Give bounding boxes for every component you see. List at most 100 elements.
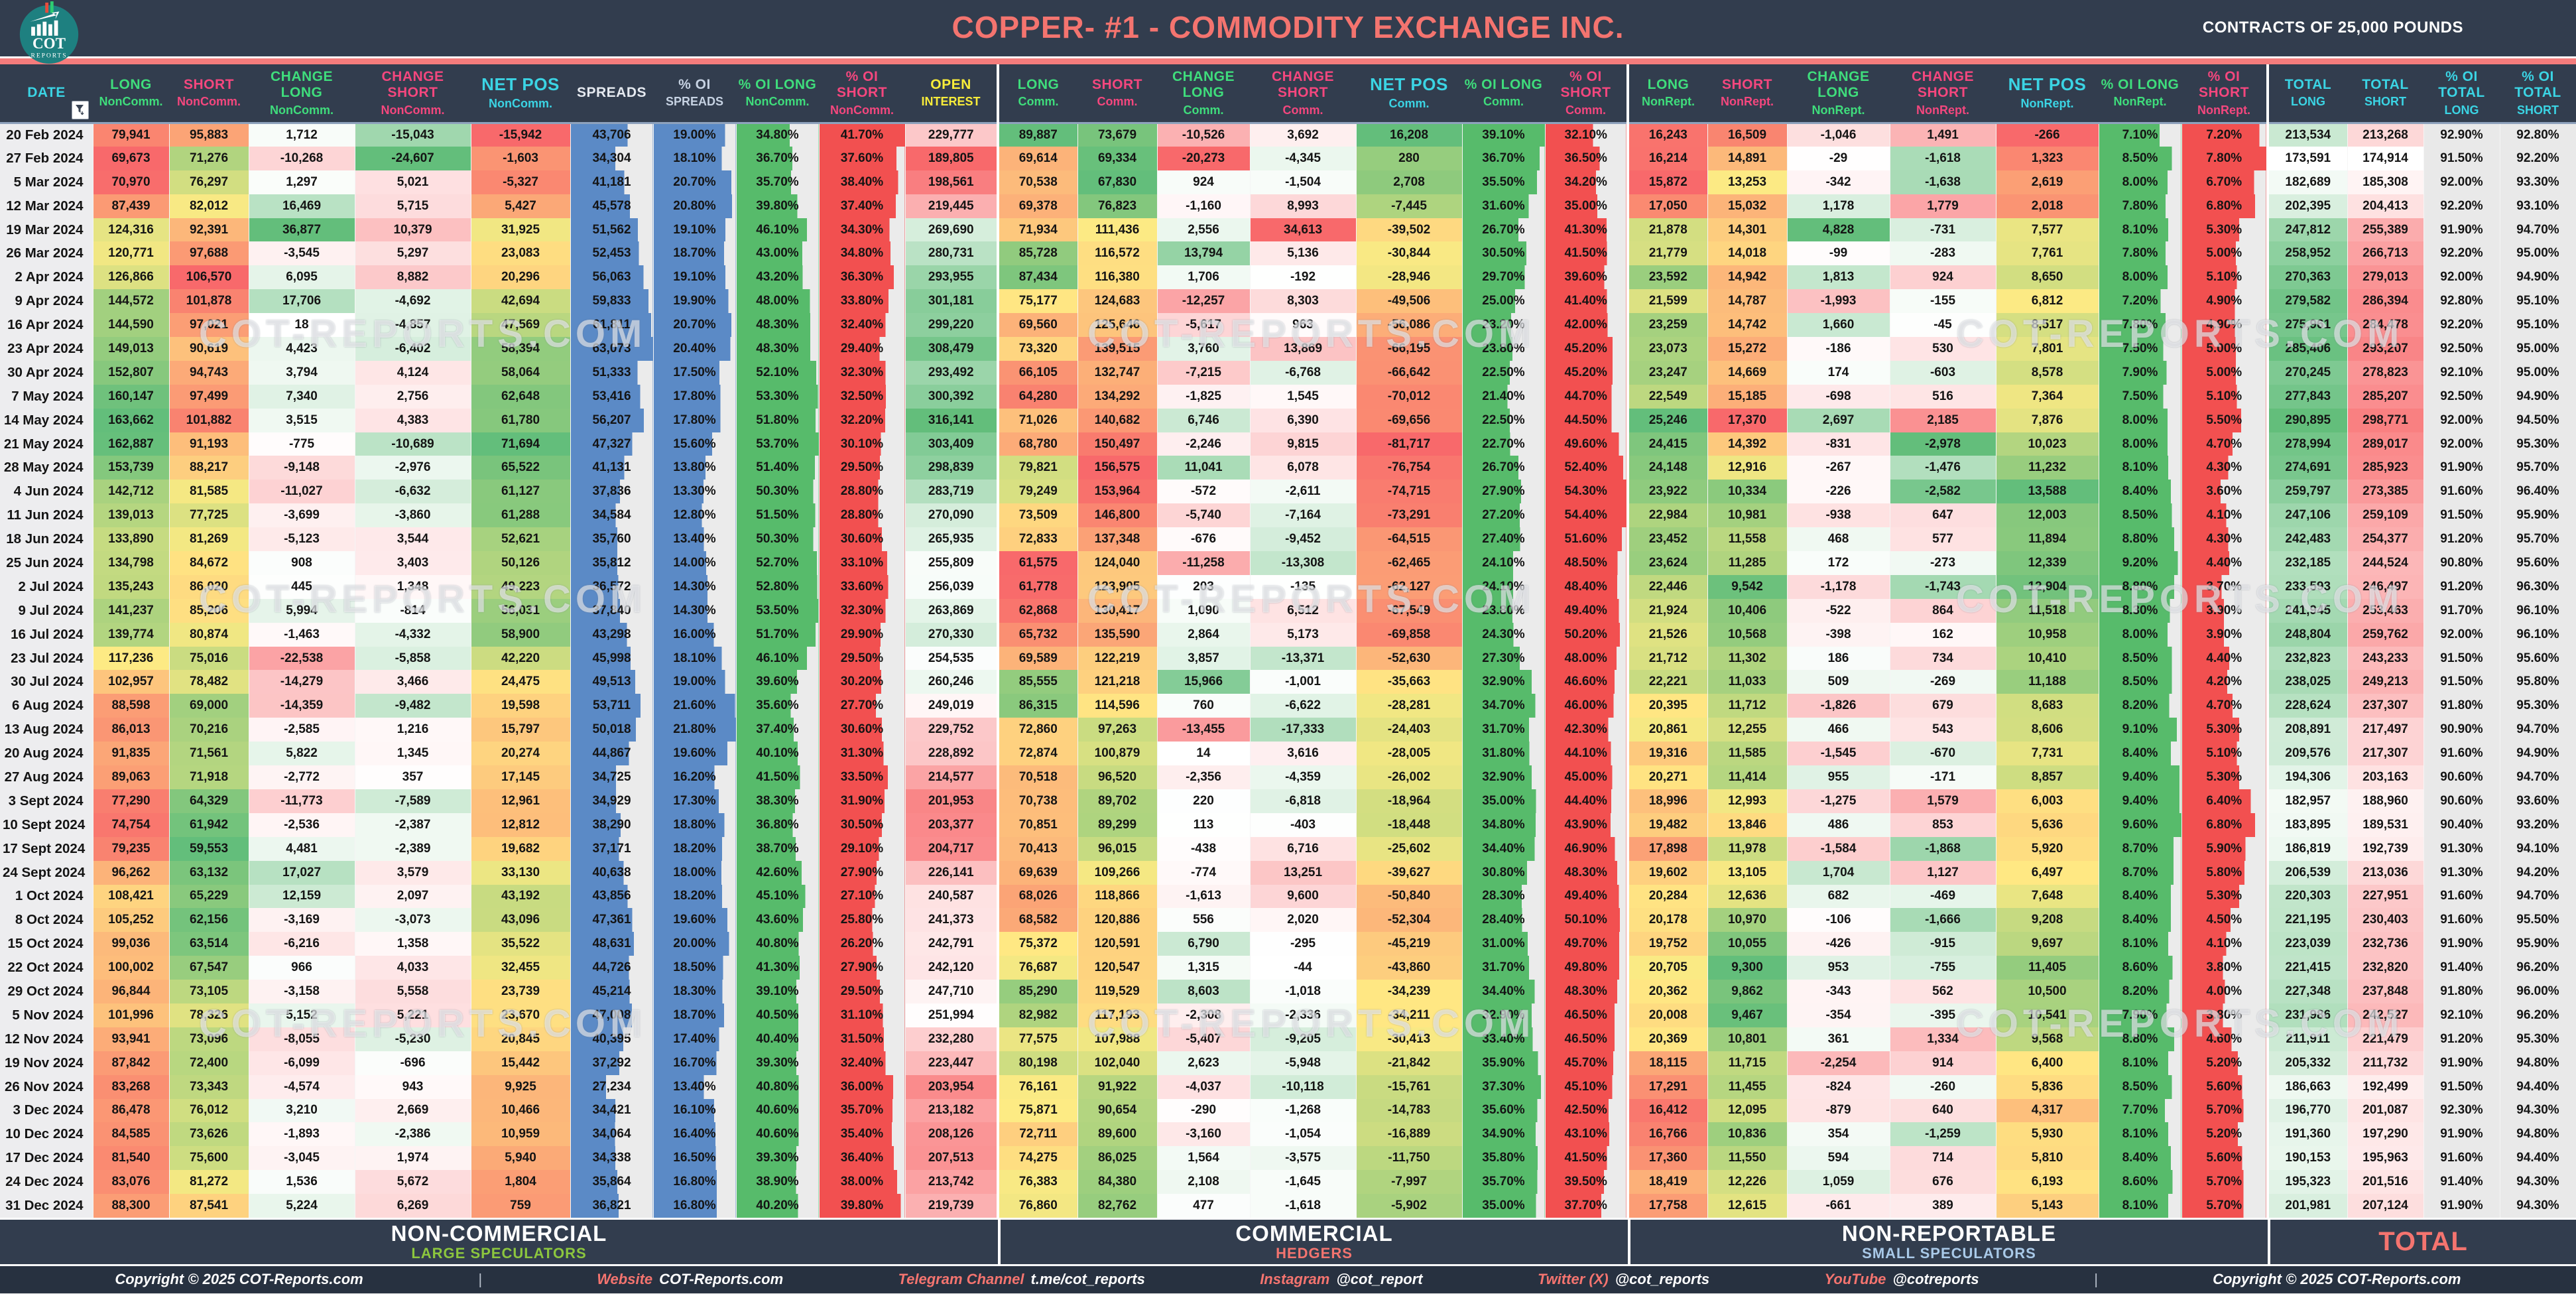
cell-oi_short_c: 49.40% <box>1545 884 1628 909</box>
cell-open_interest: 280,731 <box>905 241 999 266</box>
cell-nr_net: 7,577 <box>1996 218 2099 242</box>
cell-oi_short_nr: 4.50% <box>2181 908 2268 933</box>
cell-open_interest: 254,535 <box>905 646 999 671</box>
cell-nr_chg_long: -398 <box>1787 622 1890 647</box>
cell-nr_short: 10,801 <box>1707 1027 1788 1051</box>
cell-oi_short_nr: 4.30% <box>2181 456 2268 480</box>
cell-c_long: 70,538 <box>997 170 1078 194</box>
cell-nc_long: 117,236 <box>93 646 170 671</box>
cell-oi_total_long: 91.80% <box>2423 694 2500 718</box>
table-row: 10 Sept 2024 74,754 61,942 -2,536 -2,387 12,8… <box>0 812 2576 837</box>
cell-spreads: 48,631 <box>570 932 654 956</box>
cell-oi_long_nc: 40.40% <box>736 1027 820 1051</box>
cell-oi_long_nc: 40.60% <box>736 1098 820 1123</box>
cell-oi_short_nr: 4.90% <box>2181 289 2268 314</box>
cell-nr_long: 23,452 <box>1626 527 1708 552</box>
cell-c_chg_short: 5,136 <box>1250 241 1357 266</box>
cell-nr_long: 22,221 <box>1626 670 1708 694</box>
col-header-label: TOTAL <box>2362 77 2409 93</box>
cell-spreads: 45,998 <box>570 646 654 671</box>
cell-c_chg_short: 5,173 <box>1250 622 1357 647</box>
cell-oi_short_nc: 25.80% <box>819 908 906 933</box>
cell-total_long: 206,539 <box>2266 860 2348 885</box>
cell-total_short: 230,403 <box>2347 908 2424 933</box>
cell-nc_short: 82,012 <box>169 194 249 218</box>
cell-nr_chg_short: -1,743 <box>1890 574 1996 599</box>
cell-c_net: -25,602 <box>1356 836 1463 861</box>
cell-c_short: 91,922 <box>1077 1074 1158 1099</box>
cell-oi_long_c: 28.40% <box>1462 908 1546 933</box>
cell-nr_long: 16,214 <box>1626 146 1708 170</box>
cell-oi_long_nr: 8.20% <box>2099 980 2182 1003</box>
copyright-item-text: Copyright © 2025 COT-Reports.com <box>2213 1271 2461 1288</box>
copyright-item-label: YouTube <box>1824 1271 1886 1288</box>
cell-date: 10 Dec 2024 <box>0 1122 93 1147</box>
filter-icon[interactable] <box>72 100 89 119</box>
cell-c_net: -62,127 <box>1356 574 1463 599</box>
col-header-label: NonComm. <box>270 103 334 117</box>
cell-oi_short_c: 54.40% <box>1545 503 1628 528</box>
cell-total_short: 195,963 <box>2347 1146 2424 1171</box>
cell-oi_short_nc: 29.50% <box>819 456 906 480</box>
cell-nc_short: 101,882 <box>169 408 249 432</box>
cell-nc_long: 87,842 <box>93 1051 170 1075</box>
cell-oi_short_nc: 28.80% <box>819 503 906 528</box>
cell-nr_short: 14,742 <box>1707 313 1788 338</box>
cell-nc_chg_long: -14,279 <box>249 670 355 694</box>
cell-c_short: 156,575 <box>1077 456 1158 480</box>
cell-oi_total_short: 96.20% <box>2500 956 2576 980</box>
cell-c_chg_long: 15,966 <box>1157 670 1251 694</box>
copyright-item: Website COT-Reports.com <box>597 1271 783 1288</box>
cell-oi_total_long: 92.20% <box>2423 241 2500 266</box>
cell-oi_long_c: 32.90% <box>1462 670 1546 694</box>
cell-oi_short_nc: 33.50% <box>819 765 906 789</box>
cell-nc_chg_long: -3,699 <box>249 503 355 528</box>
cell-oi_total_long: 92.10% <box>2423 360 2500 385</box>
col-header-oi_short_c: % OI SHORT Comm. <box>1545 64 1628 124</box>
cell-oi_short_c: 41.50% <box>1545 1146 1628 1171</box>
cell-nc_short: 69,000 <box>169 694 249 718</box>
cell-oi_short_c: 45.00% <box>1545 765 1628 789</box>
cot-reports-logo: COT REPORTS <box>19 1 79 64</box>
cell-oi_spreads: 15.60% <box>653 432 737 456</box>
cell-oi_short_nc: 29.10% <box>819 836 906 861</box>
cell-oi_short_nc: 33.60% <box>819 574 906 599</box>
col-header-total_long: TOTAL LONG <box>2266 64 2347 124</box>
cell-oi_long_c: 27.30% <box>1462 646 1546 671</box>
col-header-label: CHANGE LONG <box>270 69 333 101</box>
cell-nr_net: 8,857 <box>1996 765 2099 789</box>
cell-nc_short: 72,400 <box>169 1051 249 1075</box>
cell-oi_total_short: 95.10% <box>2500 289 2576 314</box>
cell-nc_chg_long: -6,216 <box>249 932 355 956</box>
cell-nc_chg_long: -14,359 <box>249 694 355 718</box>
cell-oi_total_long: 91.60% <box>2423 1146 2500 1171</box>
cell-total_long: 270,245 <box>2266 360 2348 385</box>
cell-oi_total_short: 94.30% <box>2500 1194 2576 1218</box>
cell-c_short: 124,683 <box>1077 289 1158 314</box>
cell-nr_net: 7,364 <box>1996 384 2099 409</box>
cell-nr_long: 17,898 <box>1626 836 1708 861</box>
cell-oi_total_long: 91.30% <box>2423 836 2500 861</box>
cell-nc_long: 93,941 <box>93 1027 170 1051</box>
cell-total_short: 203,163 <box>2347 765 2424 789</box>
col-header-label: NonRept. <box>1916 103 1969 117</box>
cell-oi_long_nr: 7.80% <box>2099 194 2182 218</box>
cell-nr_chg_short: -915 <box>1890 932 1996 956</box>
cell-nc_net: 35,522 <box>471 932 571 956</box>
cell-c_chg_short: 34,613 <box>1250 218 1357 242</box>
cell-oi_long_nr: 8.70% <box>2099 836 2182 861</box>
cell-nr_chg_long: -1,584 <box>1787 836 1890 861</box>
cell-oi_long_nr: 8.20% <box>2099 694 2182 718</box>
cell-nc_chg_short: -6,402 <box>355 337 471 361</box>
cell-oi_total_long: 91.80% <box>2423 980 2500 1003</box>
cell-oi_spreads: 17.80% <box>653 408 737 432</box>
cell-oi_short_c: 48.50% <box>1545 551 1628 575</box>
cell-date: 2 Apr 2024 <box>0 265 93 290</box>
cell-spreads: 35,760 <box>570 527 654 552</box>
cell-nr_long: 19,316 <box>1626 742 1708 766</box>
cell-nr_chg_long: -938 <box>1787 503 1890 528</box>
cell-oi_long_c: 34.70% <box>1462 694 1546 718</box>
cell-oi_long_c: 34.40% <box>1462 980 1546 1003</box>
cell-c_chg_short: 13,869 <box>1250 337 1357 361</box>
cell-oi_long_nc: 46.10% <box>736 218 820 242</box>
